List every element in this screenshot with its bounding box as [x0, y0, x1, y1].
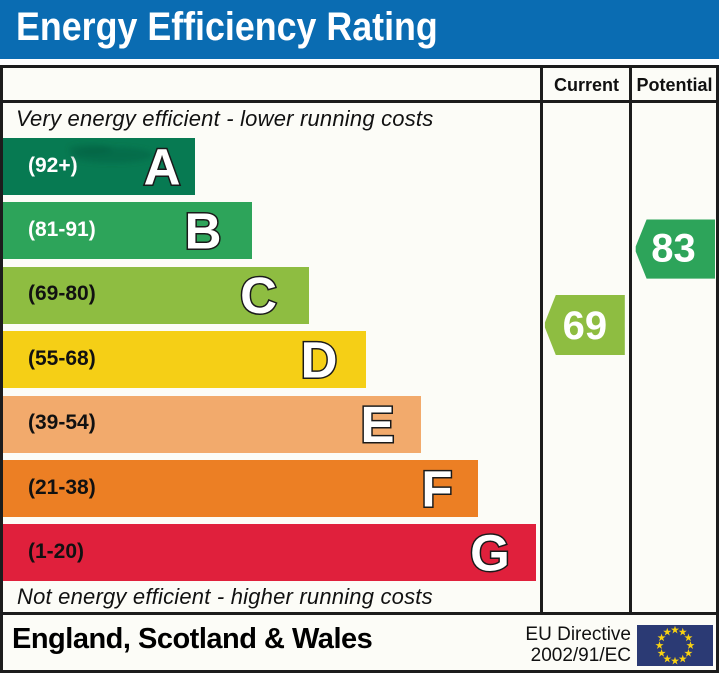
svg-text:E: E: [360, 396, 394, 453]
svg-text:C: C: [240, 267, 277, 324]
svg-text:F: F: [421, 460, 452, 517]
svg-text:A: A: [144, 138, 181, 195]
svg-text:83: 83: [651, 227, 696, 271]
svg-text:69: 69: [563, 304, 608, 348]
svg-text:B: B: [185, 203, 222, 260]
svg-text:G: G: [470, 525, 510, 582]
svg-text:D: D: [301, 332, 338, 389]
